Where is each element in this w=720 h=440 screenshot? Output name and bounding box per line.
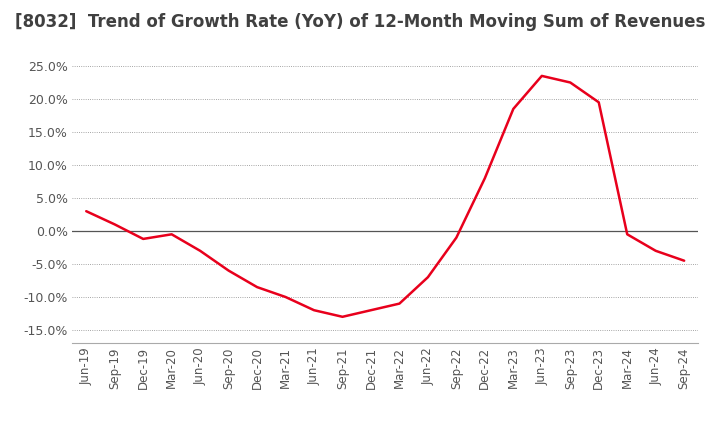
- Text: [8032]  Trend of Growth Rate (YoY) of 12-Month Moving Sum of Revenues: [8032] Trend of Growth Rate (YoY) of 12-…: [15, 13, 705, 31]
